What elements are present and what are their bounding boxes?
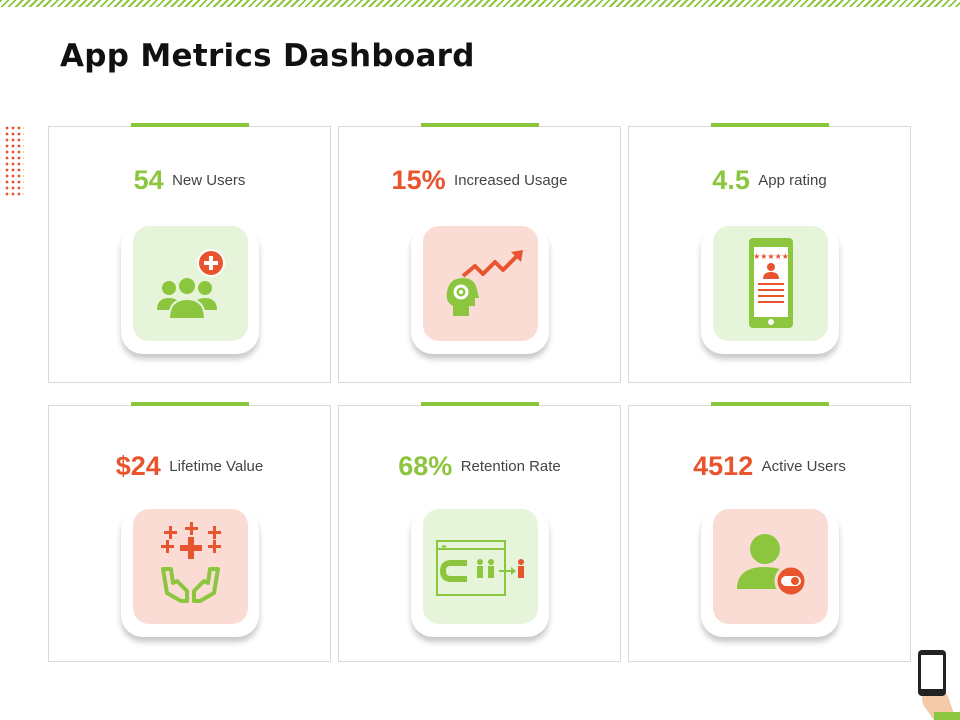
metric-card-active-users: 4512 Active Users — [628, 402, 911, 662]
metric-value: 4.5 — [712, 165, 750, 195]
metric-value: 15% — [391, 165, 446, 195]
phone-rating-icon: ★★★★★ — [749, 238, 793, 328]
metric-line: 4512 Active Users — [629, 451, 910, 482]
metric-line: 15% Increased Usage — [339, 165, 620, 196]
metric-card-app-rating: 4.5 App rating ★★★★★ — [628, 123, 911, 383]
metric-card-lifetime-value: $24 Lifetime Value — [48, 402, 331, 662]
card-accent-bar — [131, 123, 249, 127]
phone-in-hand-icon — [918, 650, 960, 720]
metric-label: App rating — [758, 172, 827, 189]
metric-label: Retention Rate — [460, 458, 561, 475]
metric-label: Lifetime Value — [169, 458, 264, 475]
card-accent-bar — [711, 123, 829, 127]
metric-line: 68% Retention Rate — [339, 451, 620, 482]
icon-tile — [701, 508, 839, 637]
page-title: App Metrics Dashboard — [60, 38, 475, 74]
svg-text:◂▸: ◂▸ — [441, 543, 447, 550]
svg-text:★★★★★: ★★★★★ — [753, 252, 789, 261]
magnet-retention-icon: ◂▸ — [436, 540, 524, 596]
icon-tile — [411, 225, 549, 354]
metric-value: $24 — [115, 451, 161, 481]
metric-line: 4.5 App rating — [629, 165, 910, 196]
metric-card-retention-rate: 68% Retention Rate ◂▸ — [338, 402, 621, 662]
metric-value: 4512 — [693, 451, 754, 481]
metric-card-increased-usage: 15% Increased Usage — [338, 123, 621, 383]
card-accent-bar — [711, 402, 829, 406]
hands-plus-icon — [161, 522, 221, 603]
metric-line: 54 New Users — [49, 165, 330, 196]
card-accent-bar — [421, 402, 539, 406]
users-plus-icon — [157, 249, 225, 320]
icon-tile — [121, 508, 259, 637]
metric-card-new-users: 54 New Users — [48, 123, 331, 383]
card-accent-bar — [131, 402, 249, 406]
icon-tile: ★★★★★ — [701, 225, 839, 354]
icon-tile: ◂▸ — [411, 508, 549, 637]
card-accent-bar — [421, 123, 539, 127]
metric-label: Active Users — [761, 458, 846, 475]
metric-line: $24 Lifetime Value — [49, 451, 330, 482]
icon-tile — [121, 225, 259, 354]
dot-grid-decoration — [4, 125, 24, 197]
metric-label: New Users — [172, 172, 246, 189]
top-stripe-decoration — [0, 0, 960, 7]
metric-value: 68% — [398, 451, 453, 481]
growth-head-icon — [446, 250, 523, 316]
metric-value: 54 — [133, 165, 164, 195]
active-user-icon — [737, 534, 808, 598]
metric-label: Increased Usage — [454, 172, 568, 189]
